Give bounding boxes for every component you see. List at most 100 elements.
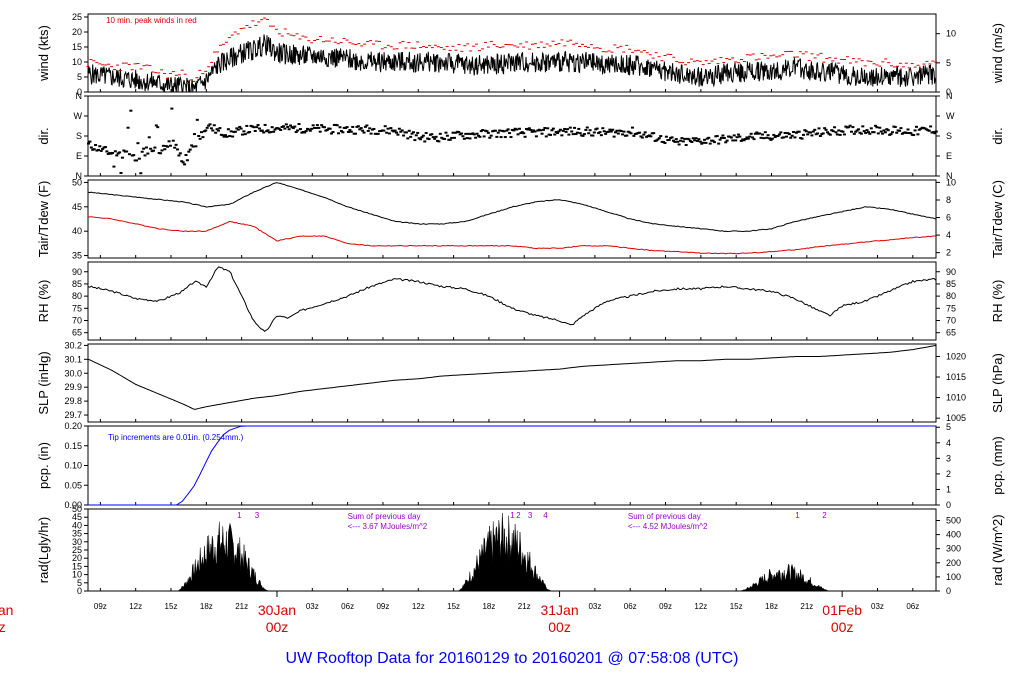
- dir-point: [886, 129, 890, 132]
- page-title: UW Rooftop Data for 20160129 to 20160201…: [285, 650, 739, 667]
- dir-point: [574, 133, 578, 136]
- dir-point: [677, 143, 681, 146]
- dir-point: [122, 149, 126, 152]
- rh-ytick-label: 90: [72, 267, 82, 277]
- dir-point: [652, 132, 656, 135]
- dir-point: [361, 129, 365, 132]
- rad-ytick-label: 0: [77, 586, 82, 596]
- dir-point: [129, 109, 133, 112]
- dir-point: [257, 127, 261, 130]
- dir-point: [176, 148, 180, 151]
- dir-point: [560, 134, 564, 137]
- dir-point: [571, 133, 575, 136]
- dir-point: [664, 135, 668, 138]
- pcp-ytick-label: 0.20: [64, 421, 82, 431]
- dir-point: [399, 130, 403, 133]
- dir-point: [861, 125, 865, 128]
- pcp-ytick-label: 0.05: [64, 480, 82, 490]
- time-tick-label: 03z: [588, 602, 601, 611]
- rad-hour-mark: 3: [255, 511, 260, 520]
- dir-point: [228, 135, 232, 138]
- dir-point: [411, 131, 415, 134]
- dir-point: [722, 137, 726, 140]
- dir-point: [544, 135, 548, 138]
- dir-point: [759, 136, 763, 139]
- pcp-ytick-right-label: 5: [946, 422, 951, 432]
- dir-point: [817, 127, 821, 130]
- dir-point: [241, 133, 245, 136]
- dir-point: [556, 132, 560, 135]
- dir-point: [561, 129, 565, 132]
- temp-ytick-right-label: 2: [946, 248, 951, 258]
- dir-ytick-label: N: [76, 91, 83, 101]
- dir-point: [752, 138, 756, 141]
- dir-point: [712, 141, 716, 144]
- dir-point: [893, 126, 897, 129]
- dir-ytick-right-label: E: [946, 151, 952, 161]
- dir-point: [372, 127, 376, 130]
- dir-point: [539, 129, 543, 132]
- dir-point: [396, 133, 400, 136]
- rad-hour-mark: 1: [510, 511, 515, 520]
- rad-day-area: [739, 563, 831, 592]
- dir-point: [198, 137, 202, 140]
- rad-ytick-right-label: 400: [946, 530, 961, 540]
- dir-point: [256, 124, 260, 127]
- dir-point: [883, 131, 887, 134]
- dir-point: [766, 134, 770, 137]
- dir-point: [248, 131, 252, 134]
- dir-point: [253, 129, 257, 132]
- dir-point: [592, 131, 596, 134]
- pcp-ytick-right-label: 0: [946, 500, 951, 510]
- slp-ytick-label: 30.1: [64, 354, 82, 364]
- dir-point: [506, 128, 510, 131]
- dir-point: [413, 139, 417, 142]
- time-tick-label: 06z: [341, 602, 354, 611]
- dir-point: [421, 134, 425, 137]
- dir-panel: [84, 95, 940, 177]
- dir-point: [857, 128, 861, 131]
- dir-point: [255, 126, 259, 129]
- temp-ytick-right-label: 8: [946, 195, 951, 205]
- dir-point: [502, 130, 506, 133]
- rad-ytick-label: 20: [72, 553, 82, 563]
- dir-point: [541, 128, 545, 131]
- dir-point: [841, 130, 845, 133]
- slp-ytick-label: 29.9: [64, 382, 82, 392]
- dir-point: [606, 130, 610, 133]
- dir-point: [218, 127, 222, 130]
- dir-point: [745, 136, 749, 139]
- dir-point: [183, 163, 187, 166]
- dir-point: [868, 132, 872, 135]
- dir-point: [553, 133, 557, 136]
- dir-point: [457, 130, 461, 133]
- dir-point: [204, 129, 208, 132]
- dir-point: [382, 129, 386, 132]
- dir-point: [310, 127, 314, 130]
- dir-point: [496, 131, 500, 134]
- dir-point: [837, 129, 841, 132]
- dir-point: [515, 128, 519, 131]
- dir-point: [187, 150, 191, 153]
- dir-point: [570, 130, 574, 133]
- dir-point: [681, 140, 685, 143]
- dir-point: [874, 124, 878, 127]
- dir-point: [118, 151, 122, 154]
- dir-ytick-label: W: [74, 111, 83, 121]
- rad-day-area: [457, 512, 552, 592]
- dir-point: [270, 126, 274, 129]
- dir-point: [854, 130, 858, 133]
- rh-ylabel: RH (%): [36, 280, 51, 323]
- dir-point: [772, 133, 776, 136]
- dir-point: [584, 128, 588, 131]
- dir-point: [416, 131, 420, 134]
- dir-point: [486, 131, 490, 134]
- dir-point: [354, 132, 358, 135]
- temp-ytick-label: 50: [72, 177, 82, 187]
- wind-ytick-label: 20: [72, 27, 82, 37]
- rh-frame: [87, 261, 937, 341]
- dir-point: [803, 129, 807, 132]
- dir-point: [111, 151, 115, 154]
- dir-point: [875, 126, 879, 129]
- dir-point: [825, 131, 829, 134]
